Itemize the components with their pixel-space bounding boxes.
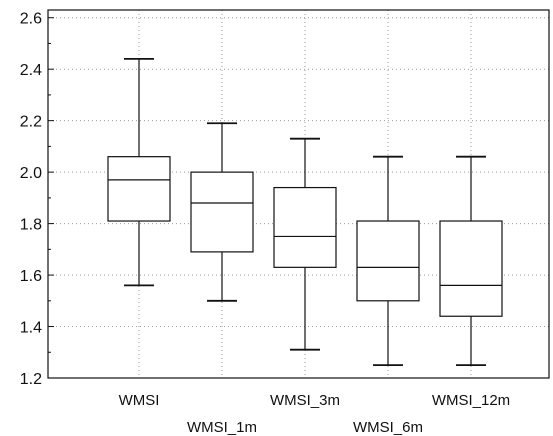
box-WMSI_1m — [190, 122, 254, 302]
y-tick-label: 1.4 — [20, 320, 42, 337]
y-tick-label: 1.8 — [20, 217, 42, 234]
x-axis-labels: WMSI WMSI_1m WMSI_3m WMSI_6m WMSI_12m — [119, 392, 511, 436]
y-tick-label: 2.0 — [20, 165, 42, 182]
iqr-box — [190, 171, 254, 253]
iqr-box — [439, 220, 503, 317]
iqr-box — [273, 186, 337, 268]
boxes — [107, 57, 503, 367]
y-minor-ticks — [48, 17, 54, 379]
x-category-label: WMSI — [119, 392, 160, 409]
iqr-box — [356, 220, 420, 302]
box-WMSI_12m — [439, 155, 503, 367]
y-tick-label: 2.4 — [20, 62, 42, 79]
y-tick-label: 2.6 — [20, 11, 42, 28]
y-tick-label: 1.6 — [20, 268, 42, 285]
x-category-label: WMSI_3m — [270, 392, 340, 409]
box-WMSI_6m — [356, 155, 420, 367]
y-tick-label: 1.2 — [20, 371, 42, 388]
box-WMSI — [107, 57, 171, 287]
x-category-label: WMSI_12m — [432, 392, 510, 409]
y-tick-label: 2.2 — [20, 114, 42, 131]
box-WMSI_3m — [273, 137, 337, 351]
x-category-label: WMSI_6m — [353, 419, 423, 436]
x-category-label: WMSI_1m — [187, 419, 257, 436]
plot-frame — [47, 9, 550, 379]
y-axis: 1.2 1.4 1.6 1.8 2.0 2.2 2.4 2.6 — [20, 11, 42, 388]
iqr-box — [107, 156, 171, 222]
